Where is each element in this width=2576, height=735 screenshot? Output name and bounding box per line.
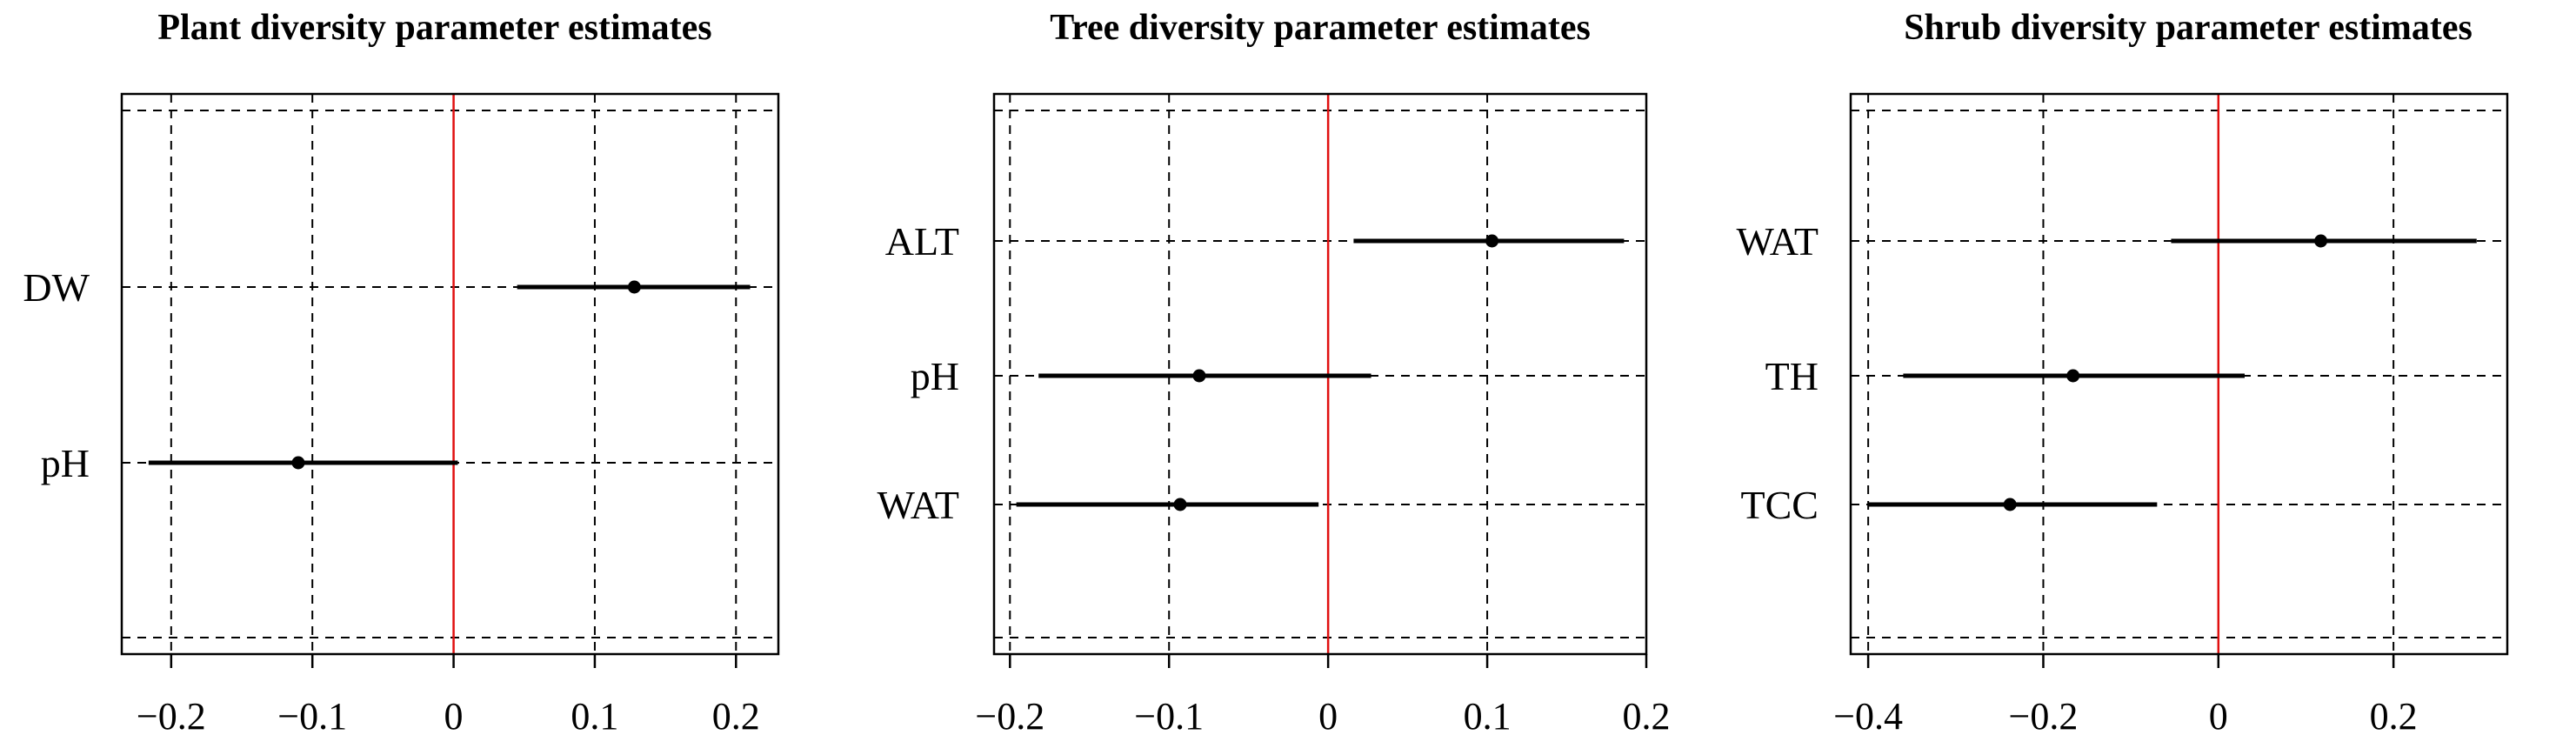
category-label: pH xyxy=(41,441,90,485)
shrub-diversity-chart: Shrub diversity parameter estimates WAT TH… xyxy=(1736,8,2509,735)
plant-diversity-panel: Plant diversity parameter estimates DW pH −… xyxy=(0,0,859,735)
category-label: TCC xyxy=(1741,483,1819,527)
estimate-point xyxy=(291,456,305,470)
plot-frame xyxy=(120,92,780,656)
category-label: ALT xyxy=(885,219,959,264)
x-tick-label: 0.2 xyxy=(2370,695,2418,735)
plant-diversity-chart: Plant diversity parameter estimates DW pH −… xyxy=(23,8,780,735)
estimate-point xyxy=(2003,498,2017,511)
x-tick-label: −0.4 xyxy=(1833,695,1903,735)
shrub-diversity-panel: Shrub diversity parameter estimates WAT TH… xyxy=(1718,0,2576,735)
x-tick-label: −0.2 xyxy=(975,695,1044,735)
estimate-point xyxy=(1192,369,1206,383)
category-label: pH xyxy=(911,354,959,398)
x-tick-label: 0.1 xyxy=(1464,695,1512,735)
x-tick-label: 0 xyxy=(1318,695,1338,735)
chart-title: Tree diversity parameter estimates xyxy=(1050,8,1591,48)
category-label: DW xyxy=(23,265,90,310)
category-label: WAT xyxy=(877,483,959,527)
plot-frame xyxy=(1849,92,2509,656)
x-tick-label: 0 xyxy=(2209,695,2228,735)
tree-diversity-chart: Tree diversity parameter estimates ALT pH W… xyxy=(877,8,1671,735)
plot-frame xyxy=(992,92,1648,656)
estimate-point xyxy=(627,280,641,294)
category-label: TH xyxy=(1765,354,1819,398)
x-tick-label: 0.2 xyxy=(712,695,760,735)
x-tick-label: 0.1 xyxy=(571,695,618,735)
category-label: WAT xyxy=(1736,219,1819,264)
tree-diversity-panel: Tree diversity parameter estimates ALT pH W… xyxy=(859,0,1718,735)
chart-title: Shrub diversity parameter estimates xyxy=(1904,8,2473,48)
x-tick-label: 0.2 xyxy=(1623,695,1671,735)
estimate-point xyxy=(1173,498,1187,511)
x-tick-label: −0.1 xyxy=(277,695,347,735)
x-tick-label: 0 xyxy=(444,695,464,735)
estimate-point xyxy=(1485,234,1499,248)
x-tick-label: −0.1 xyxy=(1134,695,1204,735)
estimate-point xyxy=(2314,234,2328,248)
x-tick-label: −0.2 xyxy=(2009,695,2079,735)
estimate-point xyxy=(2066,369,2080,383)
x-tick-label: −0.2 xyxy=(137,695,206,735)
chart-title: Plant diversity parameter estimates xyxy=(157,8,711,48)
